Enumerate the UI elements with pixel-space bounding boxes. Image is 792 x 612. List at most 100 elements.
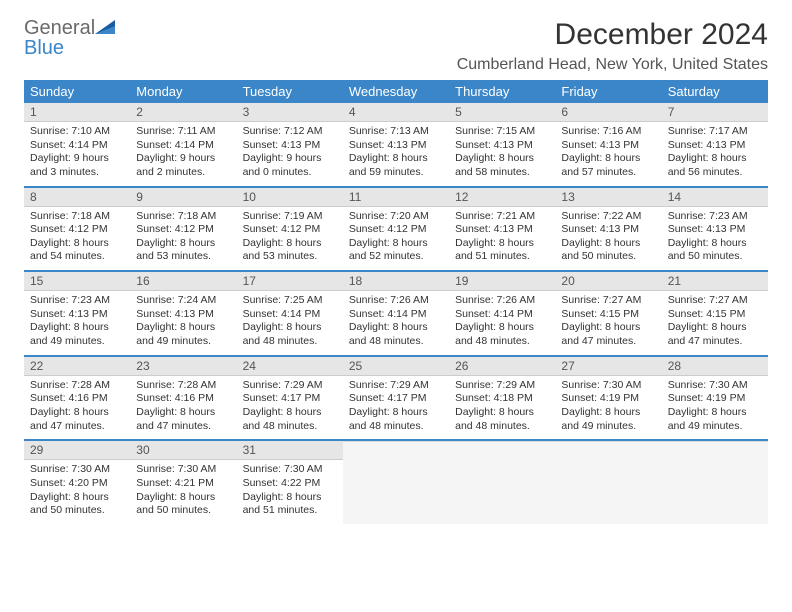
sunset-line: Sunset: 4:14 PM bbox=[455, 308, 549, 322]
empty-inner bbox=[343, 441, 449, 513]
daylight-line: Daylight: 8 hours and 54 minutes. bbox=[30, 237, 124, 264]
day-number: 25 bbox=[343, 357, 449, 376]
day-details: Sunrise: 7:28 AMSunset: 4:16 PMDaylight:… bbox=[24, 376, 130, 440]
weekday-header: Thursday bbox=[449, 80, 555, 103]
calendar-empty-cell bbox=[449, 440, 555, 524]
day-number: 2 bbox=[130, 103, 236, 122]
sunrise-line: Sunrise: 7:22 AM bbox=[561, 210, 655, 224]
calendar-day-cell: 31Sunrise: 7:30 AMSunset: 4:22 PMDayligh… bbox=[237, 440, 343, 524]
sunrise-line: Sunrise: 7:23 AM bbox=[668, 210, 762, 224]
daylight-line: Daylight: 8 hours and 48 minutes. bbox=[243, 321, 337, 348]
sunset-line: Sunset: 4:17 PM bbox=[243, 392, 337, 406]
sunrise-line: Sunrise: 7:24 AM bbox=[136, 294, 230, 308]
sunset-line: Sunset: 4:14 PM bbox=[243, 308, 337, 322]
daylight-line: Daylight: 8 hours and 53 minutes. bbox=[136, 237, 230, 264]
day-details: Sunrise: 7:16 AMSunset: 4:13 PMDaylight:… bbox=[555, 122, 661, 186]
day-details: Sunrise: 7:19 AMSunset: 4:12 PMDaylight:… bbox=[237, 207, 343, 271]
calendar-day-cell: 28Sunrise: 7:30 AMSunset: 4:19 PMDayligh… bbox=[662, 356, 768, 441]
day-number: 14 bbox=[662, 188, 768, 207]
sunrise-line: Sunrise: 7:26 AM bbox=[455, 294, 549, 308]
calendar-empty-cell bbox=[662, 440, 768, 524]
day-details: Sunrise: 7:29 AMSunset: 4:17 PMDaylight:… bbox=[343, 376, 449, 440]
day-number: 13 bbox=[555, 188, 661, 207]
day-details: Sunrise: 7:20 AMSunset: 4:12 PMDaylight:… bbox=[343, 207, 449, 271]
day-number: 20 bbox=[555, 272, 661, 291]
daylight-line: Daylight: 8 hours and 47 minutes. bbox=[136, 406, 230, 433]
calendar-day-cell: 22Sunrise: 7:28 AMSunset: 4:16 PMDayligh… bbox=[24, 356, 130, 441]
sunset-line: Sunset: 4:13 PM bbox=[136, 308, 230, 322]
weekday-header: Friday bbox=[555, 80, 661, 103]
day-number: 15 bbox=[24, 272, 130, 291]
weekday-header: Wednesday bbox=[343, 80, 449, 103]
sunset-line: Sunset: 4:13 PM bbox=[668, 223, 762, 237]
daylight-line: Daylight: 8 hours and 48 minutes. bbox=[455, 406, 549, 433]
sunset-line: Sunset: 4:20 PM bbox=[30, 477, 124, 491]
logo-word2: Blue bbox=[24, 37, 64, 59]
daylight-line: Daylight: 8 hours and 58 minutes. bbox=[455, 152, 549, 179]
empty-inner bbox=[662, 441, 768, 513]
calendar-day-cell: 19 Sunrise: 7:26 AMSunset: 4:14 PMDayligh… bbox=[449, 271, 555, 356]
day-details: Sunrise: 7:30 AMSunset: 4:19 PMDaylight:… bbox=[555, 376, 661, 440]
empty-inner bbox=[555, 441, 661, 513]
day-details: Sunrise: 7:28 AMSunset: 4:16 PMDaylight:… bbox=[130, 376, 236, 440]
day-details: Sunrise: 7:26 AMSunset: 4:14 PMDaylight:… bbox=[343, 291, 449, 355]
sunrise-line: Sunrise: 7:29 AM bbox=[349, 379, 443, 393]
day-number: 31 bbox=[237, 441, 343, 460]
month-title: December 2024 bbox=[457, 18, 768, 52]
logo-triangle-icon bbox=[95, 20, 115, 34]
sunset-line: Sunset: 4:13 PM bbox=[668, 139, 762, 153]
sunset-line: Sunset: 4:13 PM bbox=[349, 139, 443, 153]
day-number: 22 bbox=[24, 357, 130, 376]
sunrise-line: Sunrise: 7:30 AM bbox=[136, 463, 230, 477]
day-number: 6 bbox=[555, 103, 661, 122]
calendar-day-cell: 7 Sunrise: 7:17 AMSunset: 4:13 PMDaylight… bbox=[662, 103, 768, 187]
daylight-line: Daylight: 9 hours and 3 minutes. bbox=[30, 152, 124, 179]
daylight-line: Daylight: 8 hours and 53 minutes. bbox=[243, 237, 337, 264]
day-number: 30 bbox=[130, 441, 236, 460]
daylight-line: Daylight: 8 hours and 49 minutes. bbox=[561, 406, 655, 433]
calendar-day-cell: 3Sunrise: 7:12 AMSunset: 4:13 PMDaylight… bbox=[237, 103, 343, 187]
calendar-day-cell: 13Sunrise: 7:22 AMSunset: 4:13 PMDayligh… bbox=[555, 187, 661, 272]
daylight-line: Daylight: 8 hours and 49 minutes. bbox=[136, 321, 230, 348]
calendar-day-cell: 25Sunrise: 7:29 AMSunset: 4:17 PMDayligh… bbox=[343, 356, 449, 441]
calendar-week-row: 1Sunrise: 7:10 AMSunset: 4:14 PMDaylight… bbox=[24, 103, 768, 187]
sunrise-line: Sunrise: 7:30 AM bbox=[30, 463, 124, 477]
daylight-line: Daylight: 8 hours and 51 minutes. bbox=[243, 491, 337, 518]
logo-text: General Blue bbox=[24, 18, 115, 58]
day-number: 11 bbox=[343, 188, 449, 207]
calendar-day-cell: 14Sunrise: 7:23 AMSunset: 4:13 PMDayligh… bbox=[662, 187, 768, 272]
sunset-line: Sunset: 4:12 PM bbox=[30, 223, 124, 237]
day-details: Sunrise: 7:23 AMSunset: 4:13 PMDaylight:… bbox=[24, 291, 130, 355]
sunset-line: Sunset: 4:15 PM bbox=[668, 308, 762, 322]
daylight-line: Daylight: 8 hours and 56 minutes. bbox=[668, 152, 762, 179]
sunrise-line: Sunrise: 7:20 AM bbox=[349, 210, 443, 224]
sunrise-line: Sunrise: 7:12 AM bbox=[243, 125, 337, 139]
daylight-line: Daylight: 8 hours and 48 minutes. bbox=[349, 321, 443, 348]
sunrise-line: Sunrise: 7:26 AM bbox=[349, 294, 443, 308]
day-number: 19 bbox=[449, 272, 555, 291]
daylight-line: Daylight: 8 hours and 47 minutes. bbox=[30, 406, 124, 433]
day-number: 4 bbox=[343, 103, 449, 122]
location-text: Cumberland Head, New York, United States bbox=[457, 56, 768, 74]
weekday-header: Tuesday bbox=[237, 80, 343, 103]
day-number: 7 bbox=[662, 103, 768, 122]
day-details: Sunrise: 7:30 AMSunset: 4:22 PMDaylight:… bbox=[237, 460, 343, 524]
day-details: Sunrise: 7:13 AMSunset: 4:13 PMDaylight:… bbox=[343, 122, 449, 186]
logo-word1: General bbox=[24, 17, 95, 39]
daylight-line: Daylight: 8 hours and 50 minutes. bbox=[30, 491, 124, 518]
daylight-line: Daylight: 9 hours and 2 minutes. bbox=[136, 152, 230, 179]
daylight-line: Daylight: 8 hours and 50 minutes. bbox=[136, 491, 230, 518]
sunrise-line: Sunrise: 7:23 AM bbox=[30, 294, 124, 308]
day-number: 23 bbox=[130, 357, 236, 376]
calendar-day-cell: 4Sunrise: 7:13 AMSunset: 4:13 PMDaylight… bbox=[343, 103, 449, 187]
day-details: Sunrise: 7:27 AMSunset: 4:15 PMDaylight:… bbox=[555, 291, 661, 355]
weekday-header: Saturday bbox=[662, 80, 768, 103]
sunset-line: Sunset: 4:21 PM bbox=[136, 477, 230, 491]
daylight-line: Daylight: 8 hours and 59 minutes. bbox=[349, 152, 443, 179]
daylight-line: Daylight: 8 hours and 49 minutes. bbox=[668, 406, 762, 433]
sunset-line: Sunset: 4:13 PM bbox=[561, 139, 655, 153]
day-details: Sunrise: 7:30 AMSunset: 4:21 PMDaylight:… bbox=[130, 460, 236, 524]
weekday-header: Sunday bbox=[24, 80, 130, 103]
sunrise-line: Sunrise: 7:17 AM bbox=[668, 125, 762, 139]
daylight-line: Daylight: 8 hours and 48 minutes. bbox=[455, 321, 549, 348]
